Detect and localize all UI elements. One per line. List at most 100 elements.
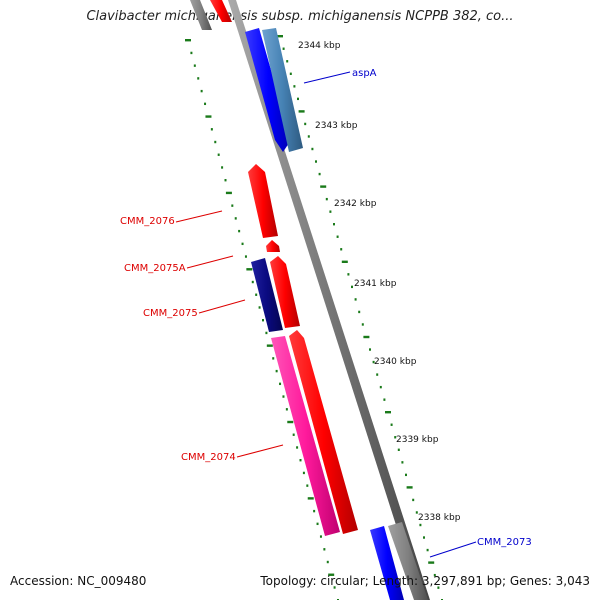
minor-tick-mark: [369, 348, 371, 351]
gene-top-red[interactable]: [210, 0, 232, 22]
leader-line: [186, 255, 234, 269]
major-tick-mark: [277, 35, 283, 38]
major-tick-mark: [428, 561, 435, 564]
feature-label-aspA[interactable]: aspA: [352, 68, 377, 79]
gene-red-long[interactable]: [289, 330, 358, 534]
minor-tick-mark: [351, 285, 353, 289]
genome-summary-text: Topology: circular; Length: 3,297,891 bp…: [260, 574, 590, 588]
minor-tick-mark: [323, 548, 326, 551]
minor-tick-mark: [231, 204, 234, 207]
minor-tick-mark: [262, 319, 264, 322]
gene-blue-aspA-region[interactable]: [245, 28, 291, 152]
minor-tick-mark: [234, 217, 237, 220]
minor-tick-mark: [326, 560, 329, 564]
minor-tick-mark: [224, 179, 227, 182]
map-title: Clavibacter michiganensis subsp. michiga…: [86, 9, 514, 24]
minor-tick-mark: [437, 586, 440, 589]
major-tick-mark: [205, 115, 212, 118]
major-tick-mark: [341, 260, 348, 263]
gene-gray-bottom[interactable]: [388, 522, 428, 600]
minor-tick-mark: [238, 229, 241, 233]
minor-tick-mark: [361, 323, 364, 326]
leader-line: [429, 541, 477, 558]
gene-aspA[interactable]: [262, 28, 303, 152]
minor-tick-mark: [433, 573, 436, 577]
minor-tick-mark: [272, 357, 275, 360]
minor-tick-mark: [292, 433, 295, 436]
leader-line: [198, 299, 246, 314]
minor-tick-mark: [333, 223, 335, 226]
minor-tick-mark: [279, 382, 282, 386]
minor-tick-mark: [415, 511, 418, 514]
tick-label: 2340 kbp: [374, 357, 417, 367]
feature-label-CMM_2074[interactable]: CMM_2074: [181, 452, 236, 463]
minor-tick-mark: [285, 408, 288, 411]
minor-tick-mark: [193, 64, 196, 67]
minor-tick-mark: [282, 47, 285, 50]
minor-tick-mark: [354, 298, 357, 301]
minor-tick-mark: [302, 471, 305, 475]
major-tick-mark: [298, 110, 305, 113]
minor-tick-mark: [255, 293, 258, 296]
tick-label: 2342 kbp: [334, 199, 377, 209]
minor-tick-mark: [307, 135, 310, 138]
major-tick-mark: [385, 411, 391, 414]
leader-line: [303, 71, 351, 84]
major-tick-mark: [363, 335, 370, 339]
tick-label: 2344 kbp: [298, 41, 341, 51]
minor-tick-mark: [296, 446, 299, 449]
major-tick-mark: [320, 185, 327, 188]
feature-label-CMM_2073[interactable]: CMM_2073: [477, 537, 532, 548]
gene-top-gray[interactable]: [190, 0, 212, 30]
gene-CMM_2073[interactable]: [370, 526, 404, 600]
backbone-track: [228, 0, 430, 600]
minor-tick-mark: [401, 461, 404, 464]
minor-tick-mark: [217, 153, 220, 156]
feature-label-CMM_2075A[interactable]: CMM_2075A: [124, 263, 186, 274]
tick-label: 2343 kbp: [315, 121, 358, 131]
major-tick-mark: [266, 344, 273, 347]
minor-tick-mark: [325, 197, 328, 201]
minor-tick-mark: [289, 72, 292, 75]
minor-tick-mark: [258, 306, 261, 309]
minor-tick-mark: [286, 60, 289, 63]
minor-tick-mark: [304, 122, 307, 126]
tick-label: 2339 kbp: [396, 435, 439, 445]
minor-tick-mark: [197, 77, 200, 80]
major-tick-mark: [406, 486, 413, 489]
gene-CMM_2075[interactable]: [251, 258, 283, 332]
major-tick-mark: [225, 191, 232, 195]
minor-tick-mark: [329, 210, 332, 213]
minor-tick-mark: [412, 498, 415, 502]
tick-label: 2338 kbp: [418, 513, 461, 523]
gene-CMM_2074[interactable]: [271, 336, 340, 536]
major-tick-mark: [287, 420, 294, 424]
minor-tick-mark: [265, 331, 268, 335]
minor-tick-mark: [336, 235, 339, 238]
gene-CMM_2075A[interactable]: [266, 240, 280, 252]
feature-label-CMM_2075[interactable]: CMM_2075: [143, 308, 198, 319]
minor-tick-mark: [210, 128, 213, 131]
minor-tick-mark: [241, 242, 244, 246]
major-tick-mark: [185, 39, 191, 42]
feature-label-CMM_2076[interactable]: CMM_2076: [120, 216, 175, 227]
minor-tick-mark: [316, 522, 319, 526]
leader-line: [175, 210, 223, 223]
minor-tick-mark: [376, 373, 379, 376]
major-tick-mark: [307, 497, 314, 500]
minor-tick-mark: [315, 160, 317, 163]
minor-tick-mark: [306, 484, 309, 487]
minor-tick-mark: [372, 360, 375, 364]
minor-tick-mark: [394, 436, 397, 439]
minor-tick-mark: [419, 523, 422, 527]
minor-tick-mark: [297, 97, 299, 101]
gene-red-mid[interactable]: [270, 256, 300, 328]
minor-tick-mark: [293, 85, 296, 88]
accession-text: Accession: NC_009480: [10, 574, 147, 588]
minor-tick-mark: [190, 51, 193, 55]
gene-CMM_2076[interactable]: [248, 164, 278, 238]
minor-tick-mark: [319, 535, 322, 538]
minor-tick-mark: [397, 448, 400, 451]
